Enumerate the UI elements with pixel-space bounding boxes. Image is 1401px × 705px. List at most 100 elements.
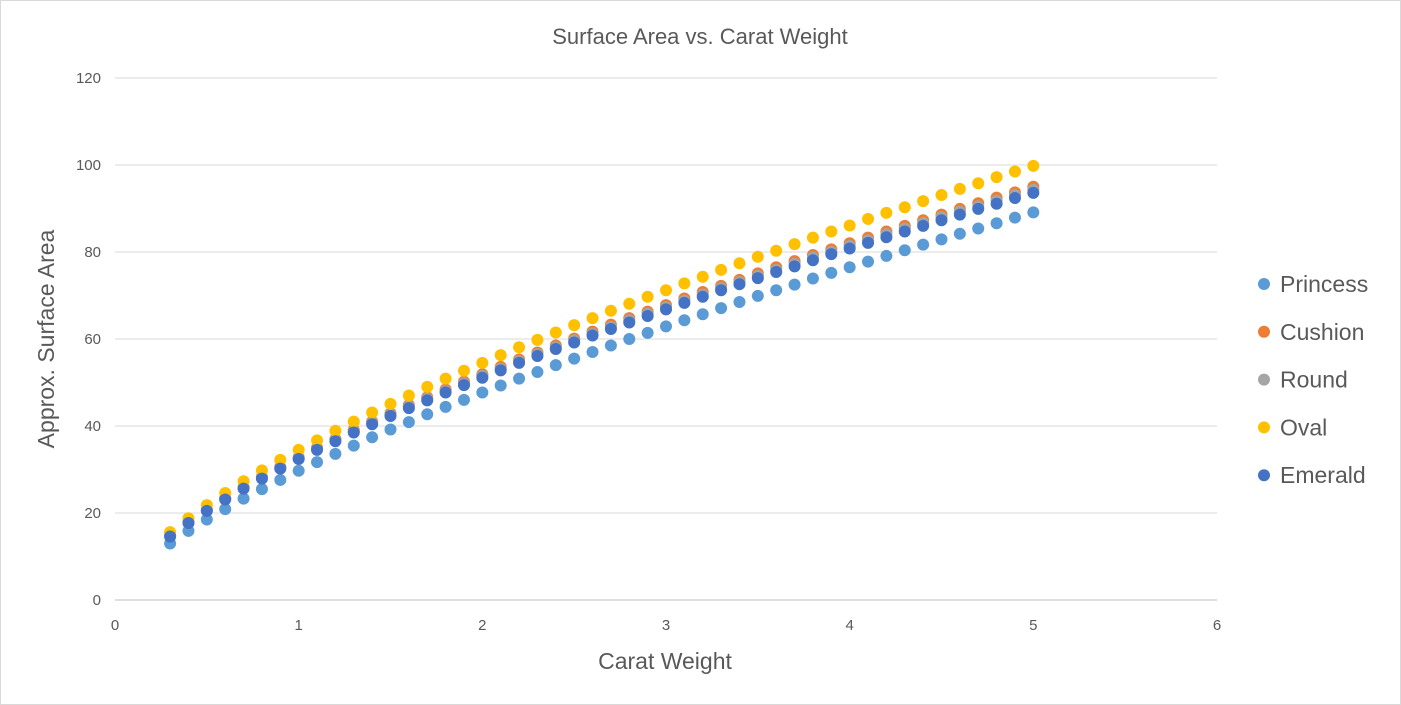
x-tick-label: 0 xyxy=(111,617,119,634)
data-point xyxy=(531,333,544,346)
x-tick-label: 5 xyxy=(1029,617,1037,634)
legend-item-cushion: Cushion xyxy=(1258,319,1364,345)
legend-label: Emerald xyxy=(1280,462,1366,488)
data-point xyxy=(402,402,415,415)
legend-label: Oval xyxy=(1280,414,1327,440)
x-tick-label: 4 xyxy=(845,617,853,634)
data-point xyxy=(788,260,801,273)
data-point xyxy=(806,231,819,244)
data-point xyxy=(421,380,434,393)
data-point xyxy=(586,346,599,359)
series-oval xyxy=(164,159,1040,539)
data-point xyxy=(237,482,250,495)
data-point xyxy=(311,443,324,456)
data-point xyxy=(384,409,397,422)
data-point xyxy=(641,290,654,303)
data-point xyxy=(255,464,268,477)
data-point xyxy=(715,284,728,297)
data-point xyxy=(953,208,966,221)
data-point xyxy=(366,431,379,444)
data-point xyxy=(568,336,581,349)
data-point xyxy=(274,462,287,475)
data-point xyxy=(586,312,599,325)
data-point xyxy=(274,453,287,466)
data-point xyxy=(384,423,397,436)
legend-label: Round xyxy=(1280,367,1348,393)
data-point xyxy=(182,517,195,530)
data-point xyxy=(549,343,562,356)
data-point xyxy=(788,238,801,251)
data-point xyxy=(549,326,562,339)
data-point xyxy=(751,250,764,263)
data-point xyxy=(494,364,507,377)
data-point xyxy=(678,277,691,290)
data-point xyxy=(770,266,783,279)
data-point xyxy=(329,435,342,448)
data-point xyxy=(274,473,287,486)
data-point xyxy=(292,443,305,456)
series-princess xyxy=(164,206,1040,550)
data-point xyxy=(604,339,617,352)
data-point xyxy=(200,513,213,526)
data-point xyxy=(917,195,930,208)
y-tick-label: 120 xyxy=(76,70,101,87)
data-point xyxy=(641,326,654,339)
legend-item-princess: Princess xyxy=(1258,271,1368,297)
data-point xyxy=(696,270,709,283)
data-point xyxy=(770,284,783,297)
data-point xyxy=(1027,206,1040,219)
data-point xyxy=(366,406,379,419)
data-point xyxy=(476,356,489,369)
data-point xyxy=(825,225,838,238)
y-tick-label: 0 xyxy=(93,592,101,609)
series-round xyxy=(164,183,1040,543)
data-point xyxy=(733,257,746,270)
data-point xyxy=(843,242,856,255)
data-point xyxy=(623,297,636,310)
y-axis-label: Approx. Surface Area xyxy=(33,229,59,448)
data-point xyxy=(494,349,507,362)
data-point xyxy=(200,504,213,517)
data-point xyxy=(439,372,452,385)
y-tick-label: 40 xyxy=(84,418,101,435)
data-point xyxy=(604,322,617,335)
data-point xyxy=(476,371,489,384)
data-point xyxy=(843,261,856,274)
data-point xyxy=(568,319,581,332)
legend-marker xyxy=(1258,278,1270,290)
data-point xyxy=(1027,186,1040,199)
data-point xyxy=(623,333,636,345)
data-point xyxy=(439,400,452,413)
data-point xyxy=(678,314,691,327)
series-emerald xyxy=(164,186,1040,543)
legend-marker xyxy=(1258,325,1270,338)
data-point xyxy=(990,217,1003,230)
data-point xyxy=(972,177,985,190)
data-point xyxy=(825,266,838,279)
data-point xyxy=(292,464,305,477)
x-tick-label: 2 xyxy=(478,617,486,634)
legend-item-emerald: Emerald xyxy=(1258,462,1366,488)
data-point xyxy=(457,364,470,377)
data-point xyxy=(347,426,360,439)
data-point xyxy=(751,289,764,302)
data-point xyxy=(733,278,746,291)
data-point xyxy=(366,418,379,431)
data-point xyxy=(329,447,342,460)
data-point xyxy=(329,424,342,437)
data-point xyxy=(457,379,470,392)
data-point xyxy=(292,453,305,466)
data-point xyxy=(513,372,526,385)
data-point xyxy=(880,206,893,219)
data-point xyxy=(311,456,324,469)
data-point xyxy=(255,472,268,485)
data-point xyxy=(568,352,581,365)
data-point xyxy=(1008,192,1021,205)
data-point xyxy=(513,356,526,369)
legend: Princess Cushion Round Oval Emerald xyxy=(1258,271,1368,488)
data-point xyxy=(788,278,801,291)
data-point xyxy=(421,394,434,407)
x-tick-label: 6 xyxy=(1213,617,1221,634)
x-tick-label: 3 xyxy=(662,617,670,634)
